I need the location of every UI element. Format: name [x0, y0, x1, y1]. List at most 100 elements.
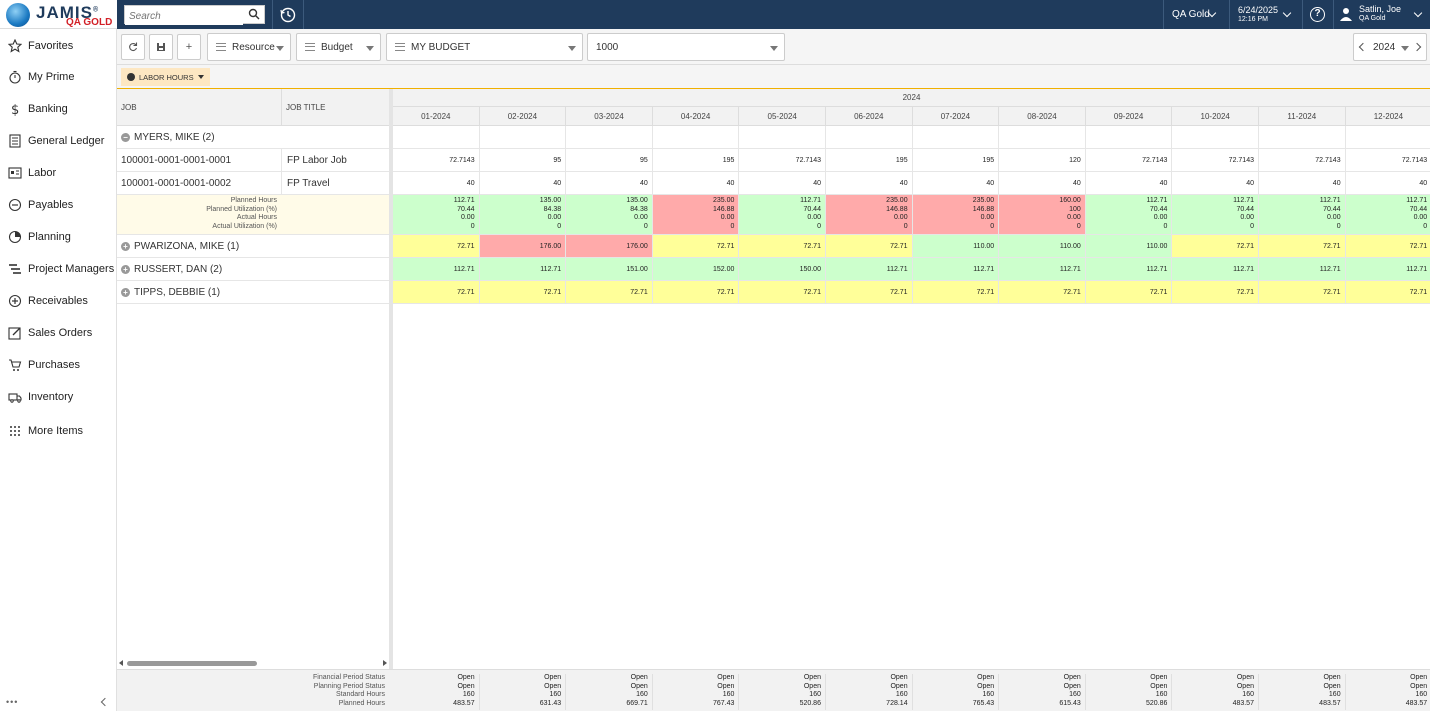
value-cell[interactable]: 120	[999, 149, 1086, 171]
value-cell[interactable]	[480, 126, 567, 148]
refresh-button[interactable]	[121, 34, 145, 60]
value-cell[interactable]: 72.71	[1345, 235, 1430, 257]
jamis-logo[interactable]: JAMIS® QA GOLD	[0, 0, 117, 29]
value-cell[interactable]: 40	[999, 172, 1086, 194]
table-row[interactable]: 40 40 40 40 40 40 40 40 40 40 40 40	[393, 172, 1430, 195]
value-cell[interactable]: 152.00	[652, 258, 740, 280]
col-header-job-title[interactable]: JOB TITLE	[286, 103, 326, 112]
value-cell[interactable]: 40	[739, 172, 826, 194]
value-cell[interactable]: 72.7143	[393, 149, 480, 171]
value-cell[interactable]: 40	[480, 172, 567, 194]
group-row-tipps[interactable]: 72.71 72.71 72.71 72.71 72.71 72.71 72.71 72.71…	[393, 281, 1430, 304]
help-icon[interactable]: ?	[1310, 7, 1325, 22]
value-cell[interactable]: 195	[653, 149, 740, 171]
value-cell[interactable]: 112.71	[1085, 258, 1173, 280]
value-cell[interactable]: 95	[480, 149, 567, 171]
value-cell[interactable]: 112.71	[393, 258, 480, 280]
value-cell[interactable]: 112.71	[1259, 258, 1346, 280]
history-icon[interactable]	[279, 6, 297, 24]
sidebar-item-my-prime[interactable]: My Prime	[8, 67, 74, 87]
save-button[interactable]	[149, 34, 173, 60]
value-cell[interactable]: 110.00	[912, 235, 1000, 257]
chevron-down-icon[interactable]	[1413, 8, 1423, 18]
next-year-icon[interactable]	[1412, 42, 1422, 52]
sidebar-item-planning[interactable]: Planning	[8, 227, 71, 247]
value-cell[interactable]: 40	[393, 172, 480, 194]
sidebar-item-favorites[interactable]: Favorites	[8, 36, 73, 56]
value-cell[interactable]: 72.71	[393, 281, 480, 303]
value-cell[interactable]: 40	[653, 172, 740, 194]
summary-row[interactable]: 112.71 70.44 0.00 0 135.00 84.38 0.00 0 135.00 84…	[393, 195, 1430, 235]
value-cell[interactable]: 72.71	[739, 235, 826, 257]
add-button[interactable]: +	[177, 34, 201, 60]
search-input[interactable]	[125, 8, 243, 25]
value-cell[interactable]: 72.71	[826, 281, 913, 303]
value-cell[interactable]: 112.71	[999, 258, 1086, 280]
value-cell[interactable]: 40	[913, 172, 1000, 194]
value-cell[interactable]: 95	[566, 149, 653, 171]
value-cell[interactable]: 112.71	[1172, 258, 1259, 280]
value-cell[interactable]: 110.00	[999, 235, 1086, 257]
collapse-icon[interactable]: −	[121, 132, 130, 142]
group-row-pwarizona[interactable]: + PWARIZONA, MIKE (1)	[117, 235, 389, 258]
value-cell[interactable]: 40	[826, 172, 913, 194]
value-cell[interactable]: 72.71	[739, 281, 826, 303]
value-cell[interactable]	[1172, 126, 1259, 148]
value-cell[interactable]: 72.71	[479, 281, 567, 303]
search-box[interactable]	[124, 5, 265, 25]
prev-year-icon[interactable]	[1358, 42, 1368, 52]
value-cell[interactable]: 72.71	[652, 235, 740, 257]
value-cell[interactable]	[826, 126, 913, 148]
expand-icon[interactable]: +	[121, 287, 130, 297]
value-cell[interactable]: 72.71	[393, 235, 480, 257]
group-row-pwarizona[interactable]: 72.71 176.00 176.00 72.71 72.71 72.71 110.00 11…	[393, 235, 1430, 258]
table-row[interactable]: 100001-0001-0001-0001 FP Labor Job	[117, 149, 389, 172]
value-cell[interactable]	[393, 126, 480, 148]
scroll-right-icon[interactable]	[383, 660, 387, 666]
group-row-myers[interactable]	[393, 126, 1430, 149]
value-cell[interactable]: 72.71	[1259, 281, 1346, 303]
value-cell[interactable]	[1259, 126, 1346, 148]
budget-name-dropdown[interactable]: MY BUDGET	[386, 33, 583, 61]
expand-icon[interactable]: +	[121, 241, 130, 251]
value-cell[interactable]: 72.7143	[1172, 149, 1259, 171]
value-cell[interactable]: 40	[566, 172, 653, 194]
collapse-sidebar-icon[interactable]	[100, 697, 110, 707]
value-cell[interactable]: 72.7143	[1259, 149, 1346, 171]
value-cell[interactable]: 72.71	[999, 281, 1086, 303]
group-row-russert[interactable]: + RUSSERT, DAN (2)	[117, 258, 389, 281]
scrollbar-thumb[interactable]	[127, 661, 257, 666]
value-cell[interactable]	[653, 126, 740, 148]
expand-icon[interactable]: +	[121, 264, 130, 274]
table-row[interactable]: 100001-0001-0001-0002 FP Travel	[117, 172, 389, 195]
group-row-myers[interactable]: − MYERS, MIKE (2)	[117, 126, 389, 149]
value-cell[interactable]: 112.71	[912, 258, 1000, 280]
value-cell[interactable]: 112.71	[1345, 258, 1430, 280]
value-cell[interactable]: 176.00	[566, 235, 653, 257]
value-cell[interactable]: 151.00	[566, 258, 653, 280]
value-cell[interactable]: 72.71	[1172, 235, 1259, 257]
value-cell[interactable]: 72.71	[1172, 281, 1259, 303]
value-cell[interactable]: 72.71	[912, 281, 1000, 303]
sidebar-item-banking[interactable]: $ Banking	[8, 99, 68, 119]
tab-labor-hours[interactable]: LABOR HOURS	[121, 68, 210, 86]
date-selector[interactable]: 6/24/2025 12:16 PM	[1238, 5, 1278, 25]
value-cell[interactable]: 72.7143	[1346, 149, 1430, 171]
value-cell[interactable]	[1086, 126, 1173, 148]
company-selector[interactable]: QA Gold	[1172, 9, 1210, 20]
value-cell[interactable]	[1346, 126, 1430, 148]
value-cell[interactable]	[566, 126, 653, 148]
chevron-down-icon[interactable]	[1282, 8, 1292, 18]
caret-down-icon[interactable]	[1401, 46, 1409, 51]
value-cell[interactable]	[913, 126, 1000, 148]
sidebar-item-payables[interactable]: Payables	[8, 195, 73, 215]
horizontal-scrollbar[interactable]	[117, 657, 389, 669]
value-cell[interactable]: 195	[826, 149, 913, 171]
value-cell[interactable]: 40	[1086, 172, 1173, 194]
value-cell[interactable]: 112.71	[826, 258, 913, 280]
group-row-tipps[interactable]: + TIPPS, DEBBIE (1)	[117, 281, 389, 304]
sidebar-item-general-ledger[interactable]: General Ledger	[8, 131, 104, 151]
value-cell[interactable]: 195	[913, 149, 1000, 171]
value-cell[interactable]: 40	[1259, 172, 1346, 194]
sidebar-item-project-managers[interactable]: Project Managers	[8, 259, 114, 279]
